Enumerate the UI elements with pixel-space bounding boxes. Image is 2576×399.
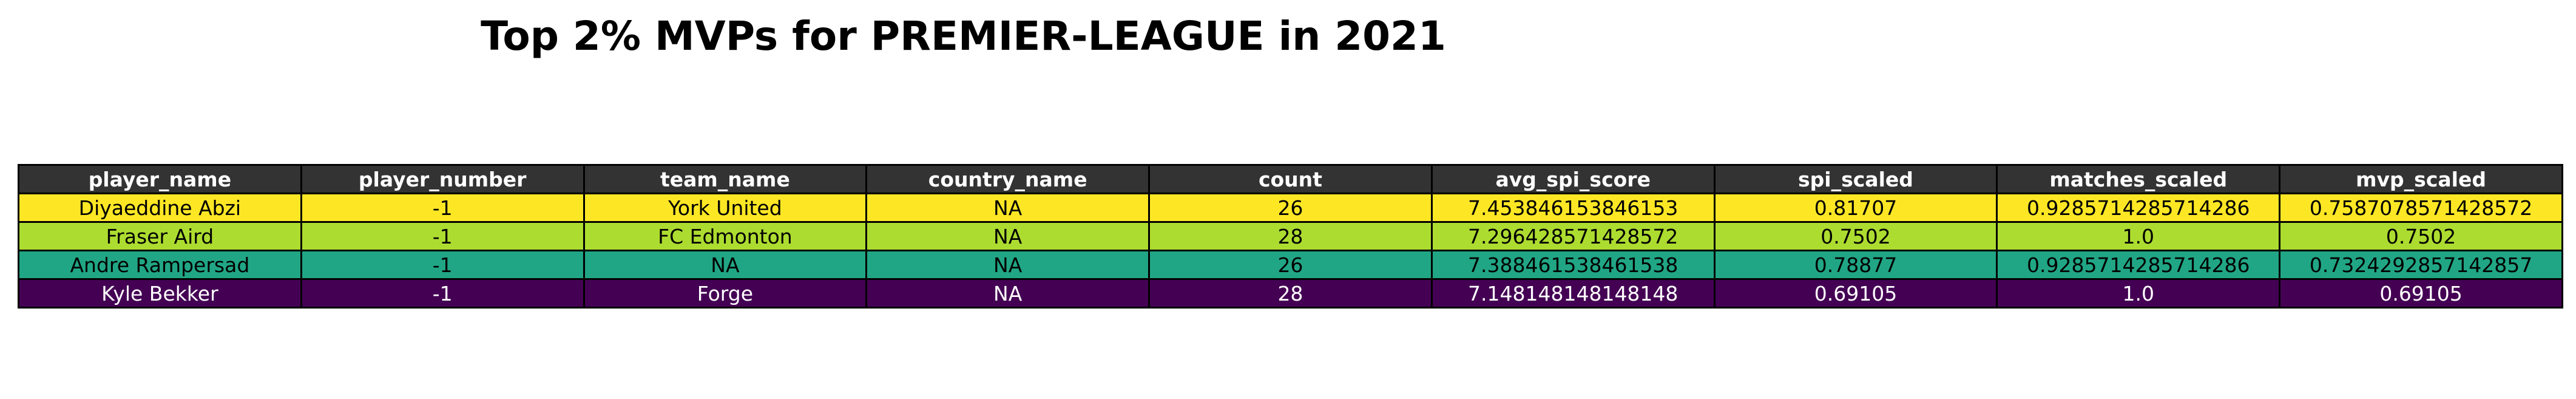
- table-cell-country-name: NA: [865, 278, 1151, 309]
- table-cell-player-name: Kyle Bekker: [18, 278, 302, 309]
- column-header-player-number: player_number: [300, 164, 585, 194]
- column-header-avg-spi-score: avg_spi_score: [1430, 164, 1716, 194]
- table-cell-mvp-scaled: 0.7587078571428572: [2279, 193, 2563, 223]
- table-cell-spi-scaled: 0.69105: [1713, 278, 1998, 309]
- table-cell-avg-spi-score: 7.148148148148148: [1430, 278, 1716, 309]
- table-cell-avg-spi-score: 7.388461538461538: [1430, 250, 1716, 280]
- table-cell-count: 28: [1148, 278, 1433, 309]
- table-cell-spi-scaled: 0.7502: [1713, 221, 1998, 251]
- table-cell-team-name: York United: [583, 193, 868, 223]
- table-cell-player-name: Diyaeddine Abzi: [18, 193, 302, 223]
- mvp-table: player_name player_number team_name country…: [18, 164, 2563, 309]
- table-row: Diyaeddine Abzi -1 York United NA 26 7.453846…: [18, 193, 2563, 223]
- table-cell-team-name: Forge: [583, 278, 868, 309]
- column-header-spi-scaled: spi_scaled: [1713, 164, 1998, 194]
- table-cell-country-name: NA: [865, 193, 1151, 223]
- table-cell-avg-spi-score: 7.453846153846153: [1430, 193, 1716, 223]
- column-header-count: count: [1148, 164, 1433, 194]
- table-cell-country-name: NA: [865, 221, 1151, 251]
- table-cell-team-name: NA: [583, 250, 868, 280]
- table-cell-mvp-scaled: 0.69105: [2279, 278, 2563, 309]
- table-cell-player-number: -1: [300, 221, 585, 251]
- table-cell-player-name: Andre Rampersad: [18, 250, 302, 280]
- column-header-mvp-scaled: mvp_scaled: [2279, 164, 2563, 194]
- header-row: player_name player_number team_name country…: [18, 164, 2563, 194]
- table-cell-spi-scaled: 0.81707: [1713, 193, 1998, 223]
- table-header: player_name player_number team_name country…: [18, 164, 2563, 194]
- table-cell-player-name: Fraser Aird: [18, 221, 302, 251]
- table-cell-player-number: -1: [300, 278, 585, 309]
- table-cell-matches-scaled: 1.0: [1996, 221, 2281, 251]
- column-header-matches-scaled: matches_scaled: [1996, 164, 2281, 194]
- table-cell-count: 26: [1148, 250, 1433, 280]
- table-cell-spi-scaled: 0.78877: [1713, 250, 1998, 280]
- table-cell-count: 26: [1148, 193, 1433, 223]
- column-header-player-name: player_name: [18, 164, 302, 194]
- table-row: Fraser Aird -1 FC Edmonton NA 28 7.2964285714…: [18, 221, 2563, 251]
- table-cell-mvp-scaled: 0.7502: [2279, 221, 2563, 251]
- table-cell-mvp-scaled: 0.7324292857142857: [2279, 250, 2563, 280]
- table-cell-player-number: -1: [300, 193, 585, 223]
- table-row: Andre Rampersad -1 NA NA 26 7.388461538461538…: [18, 250, 2563, 280]
- table-cell-matches-scaled: 0.9285714285714286: [1996, 250, 2281, 280]
- table-cell-matches-scaled: 1.0: [1996, 278, 2281, 309]
- table-cell-team-name: FC Edmonton: [583, 221, 868, 251]
- table-cell-count: 28: [1148, 221, 1433, 251]
- table-body: Diyaeddine Abzi -1 York United NA 26 7.453846…: [18, 193, 2563, 309]
- column-header-team-name: team_name: [583, 164, 868, 194]
- table-cell-player-number: -1: [300, 250, 585, 280]
- chart-title: Top 2% MVPs for PREMIER-LEAGUE in 2021: [481, 13, 1446, 60]
- table-cell-matches-scaled: 0.9285714285714286: [1996, 193, 2281, 223]
- table-row: Kyle Bekker -1 Forge NA 28 7.148148148148148 0…: [18, 278, 2563, 309]
- table-cell-avg-spi-score: 7.296428571428572: [1430, 221, 1716, 251]
- column-header-country-name: country_name: [865, 164, 1151, 194]
- table-cell-country-name: NA: [865, 250, 1151, 280]
